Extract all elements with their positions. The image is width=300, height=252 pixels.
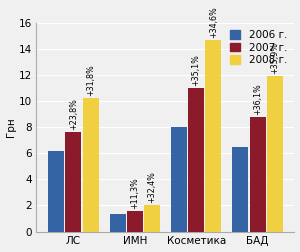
Text: +23,8%: +23,8% [69,98,78,130]
Bar [267,76,283,232]
Text: +32,4%: +32,4% [147,171,156,203]
Legend: 2006 г., 2007 г., 2008 г.: 2006 г., 2007 г., 2008 г. [228,28,289,67]
Bar [232,147,248,232]
Bar [206,40,221,232]
Text: +35,1%: +35,1% [192,54,201,86]
Text: +11,3%: +11,3% [130,178,139,209]
Bar [65,132,81,232]
Bar [48,151,64,232]
Bar [188,88,204,232]
Bar [144,205,160,232]
Bar [127,211,143,232]
Text: +35,9%: +35,9% [270,42,279,74]
Bar [250,117,266,232]
Text: +31,8%: +31,8% [86,64,95,96]
Bar [82,98,98,232]
Text: +34,6%: +34,6% [209,7,218,38]
Bar [171,127,187,232]
Bar [110,214,125,232]
Y-axis label: Грн: Грн [6,117,16,137]
Text: +36,1%: +36,1% [253,83,262,115]
